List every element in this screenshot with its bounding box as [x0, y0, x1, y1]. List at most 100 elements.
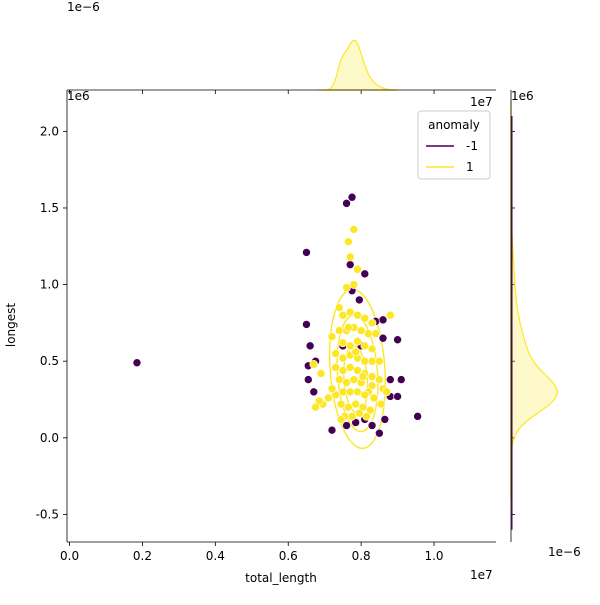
point-anomaly-pos1 — [338, 353, 348, 363]
point-anomaly-pos1 — [358, 372, 368, 381]
legend-box — [417, 110, 491, 180]
point-anomaly-neg1 — [302, 248, 311, 257]
right-marginal-density-offset: 1e−6 — [548, 545, 581, 559]
point-anomaly-pos1 — [356, 326, 366, 335]
top-marginal-offset-text: 1e7 — [470, 95, 493, 109]
x-tick-label: 1.0 — [424, 549, 443, 563]
point-anomaly-pos1 — [376, 399, 386, 409]
point-anomaly-pos1 — [338, 338, 348, 348]
y-tick-label: 0.0 — [40, 431, 59, 445]
point-anomaly-pos1 — [349, 280, 359, 289]
point-anomaly-neg1 — [345, 260, 355, 269]
point-anomaly-pos1 — [342, 378, 351, 387]
point-anomaly-pos1 — [360, 313, 370, 323]
point-anomaly-neg1 — [413, 412, 422, 421]
y-tick-label: 1.5 — [40, 201, 59, 215]
top-marginal-density-pos1 — [317, 39, 398, 91]
point-anomaly-pos1 — [338, 310, 348, 320]
point-anomaly-neg1 — [378, 315, 388, 325]
scatter-points — [132, 192, 422, 438]
point-anomaly-neg1 — [378, 333, 388, 343]
point-anomaly-pos1 — [353, 336, 362, 346]
point-anomaly-pos1 — [344, 323, 353, 332]
point-anomaly-pos1 — [367, 356, 377, 366]
y-tick-label: 1.0 — [40, 278, 59, 292]
point-anomaly-pos1 — [316, 369, 326, 378]
point-anomaly-neg1 — [385, 375, 395, 384]
legend-label-neg1: -1 — [466, 139, 478, 153]
point-anomaly-neg1 — [393, 392, 402, 401]
point-anomaly-pos1 — [331, 363, 340, 372]
point-anomaly-pos1 — [324, 393, 333, 403]
point-anomaly-pos1 — [334, 303, 344, 312]
point-anomaly-pos1 — [349, 225, 359, 234]
point-anomaly-pos1 — [375, 375, 384, 384]
marginal-densities — [317, 39, 558, 530]
point-anomaly-pos1 — [351, 399, 360, 409]
point-anomaly-pos1 — [338, 366, 348, 375]
point-anomaly-neg1 — [303, 375, 313, 384]
point-anomaly-neg1 — [342, 199, 351, 208]
point-anomaly-pos1 — [331, 349, 340, 358]
point-anomaly-pos1 — [334, 375, 344, 384]
point-anomaly-pos1 — [367, 372, 377, 381]
point-anomaly-neg1 — [375, 428, 384, 438]
point-anomaly-pos1 — [327, 332, 337, 341]
point-anomaly-pos1 — [342, 283, 351, 292]
y-tick-label: 0.5 — [40, 354, 59, 368]
point-anomaly-pos1 — [309, 359, 319, 369]
point-anomaly-pos1 — [385, 310, 395, 320]
axes-frames — [66, 89, 512, 543]
point-anomaly-pos1 — [360, 356, 370, 366]
point-anomaly-pos1 — [338, 387, 348, 397]
point-anomaly-neg1 — [393, 335, 402, 345]
point-anomaly-pos1 — [367, 318, 377, 328]
point-anomaly-pos1 — [345, 307, 355, 317]
x-tick-label: 0.6 — [279, 549, 298, 563]
point-anomaly-pos1 — [345, 363, 355, 372]
x-tick-label: 0.2 — [133, 549, 152, 563]
point-anomaly-pos1 — [355, 408, 364, 418]
point-anomaly-pos1 — [351, 347, 360, 357]
point-anomaly-pos1 — [367, 344, 377, 354]
point-anomaly-pos1 — [336, 415, 346, 424]
point-anomaly-pos1 — [375, 356, 384, 366]
x-axis-label: total_length — [245, 571, 317, 585]
point-anomaly-pos1 — [349, 375, 359, 384]
right-marginal-density-pos1 — [510, 100, 558, 500]
point-anomaly-pos1 — [345, 252, 355, 262]
point-anomaly-pos1 — [382, 387, 391, 397]
point-anomaly-neg1 — [347, 192, 357, 202]
point-anomaly-pos1 — [344, 237, 353, 246]
point-anomaly-pos1 — [353, 366, 362, 375]
point-anomaly-pos1 — [353, 387, 362, 397]
point-anomaly-neg1 — [302, 320, 311, 329]
main-axis-ticks: 0.0 0.2 0.4 0.6 0.8 1.0 -0.5 0.0 0.5 1.0 1.5 2.0 — [36, 90, 515, 563]
point-anomaly-pos1 — [344, 402, 353, 412]
point-anomaly-neg1 — [355, 295, 364, 305]
point-anomaly-neg1 — [396, 375, 406, 384]
y-tick-label: 2.0 — [40, 124, 59, 138]
point-anomaly-pos1 — [336, 399, 346, 409]
x-offset-text: 1e7 — [470, 568, 493, 582]
right-marginal-offset-text: 1e6 — [511, 89, 534, 103]
legend-title: anomaly — [428, 118, 480, 132]
point-anomaly-pos1 — [311, 402, 320, 412]
x-tick-label: 0.8 — [352, 549, 371, 563]
point-anomaly-pos1 — [362, 412, 371, 421]
point-anomaly-neg1 — [367, 421, 377, 430]
y-tick-label: -0.5 — [36, 507, 59, 521]
point-anomaly-pos1 — [364, 329, 373, 338]
point-anomaly-pos1 — [345, 341, 355, 351]
point-anomaly-pos1 — [334, 326, 344, 335]
point-anomaly-neg1 — [360, 269, 370, 279]
point-anomaly-pos1 — [345, 387, 355, 397]
point-anomaly-pos1 — [347, 412, 357, 421]
point-anomaly-pos1 — [353, 310, 362, 320]
point-anomaly-neg1 — [309, 387, 319, 397]
point-anomaly-pos1 — [371, 329, 381, 338]
y-offset-text: 1e6 — [67, 89, 90, 103]
point-anomaly-neg1 — [327, 425, 337, 435]
